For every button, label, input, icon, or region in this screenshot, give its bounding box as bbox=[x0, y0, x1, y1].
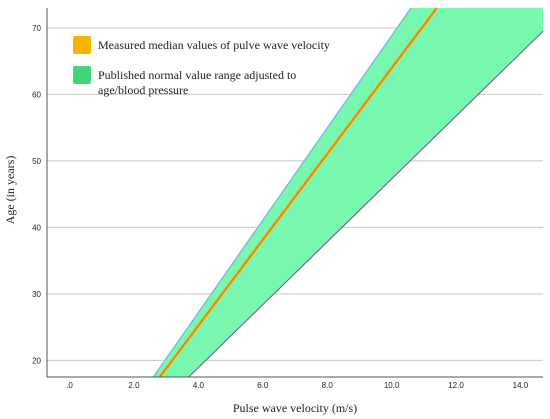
y-tick-label: 70 bbox=[32, 24, 41, 33]
legend-swatch-median bbox=[73, 36, 91, 54]
y-tick-label: 50 bbox=[32, 157, 41, 166]
y-tick-label: 20 bbox=[32, 356, 41, 365]
y-tick-labels: 20 30 40 50 60 70 bbox=[32, 24, 41, 365]
legend-label-median: Measured median values of pulve wave vel… bbox=[98, 38, 330, 52]
median-pwv-line-core bbox=[159, 7, 438, 378]
x-tick-label: 6.0 bbox=[257, 381, 269, 390]
x-tick-label: 12.0 bbox=[448, 381, 464, 390]
x-tick-label: 4.0 bbox=[193, 381, 205, 390]
legend: Measured median values of pulve wave vel… bbox=[73, 36, 330, 97]
normal-range-band bbox=[153, 8, 544, 377]
y-tick-label: 60 bbox=[32, 90, 41, 99]
x-tick-label: 14.0 bbox=[513, 381, 529, 390]
y-axis-title: Age (in years) bbox=[3, 156, 17, 225]
legend-label-range: Published normal value range adjusted to… bbox=[98, 68, 296, 97]
x-tick-label: 10.0 bbox=[384, 381, 400, 390]
x-tick-label: .0 bbox=[66, 381, 73, 390]
x-axis-title: Pulse wave velocity (m/s) bbox=[233, 401, 357, 415]
x-tick-label: 8.0 bbox=[322, 381, 334, 390]
y-tick-label: 40 bbox=[32, 223, 41, 232]
x-tick-labels: .0 2.0 4.0 6.0 8.0 10.0 12.0 14.0 bbox=[66, 381, 529, 390]
legend-swatch-range bbox=[73, 66, 91, 84]
x-tick-label: 2.0 bbox=[128, 381, 140, 390]
normal-range-lower-edge bbox=[188, 30, 544, 378]
normal-range-upper-edge bbox=[152, 7, 412, 378]
y-tick-label: 30 bbox=[32, 290, 41, 299]
